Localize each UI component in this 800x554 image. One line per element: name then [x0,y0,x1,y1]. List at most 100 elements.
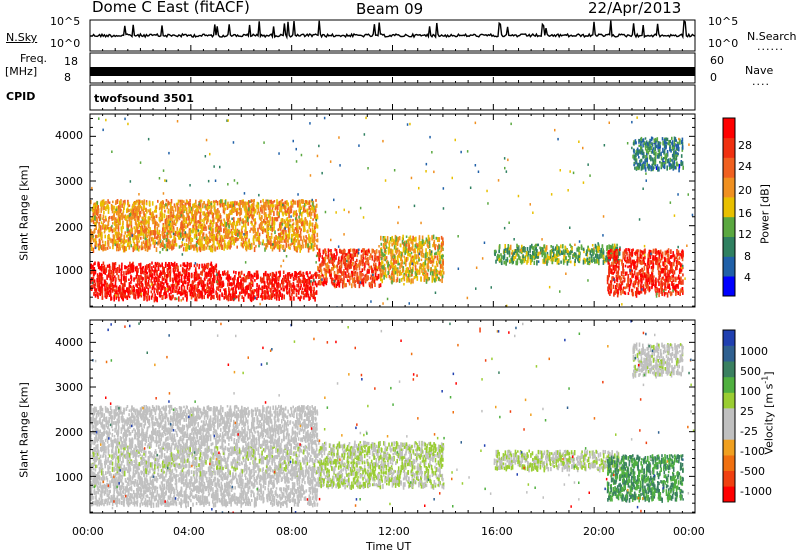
power-echo-cell [266,275,268,281]
power-echo-cell [119,288,121,293]
power-cbar-tick: 8 [744,250,751,263]
power-echo-cell [141,220,144,224]
power-echo-cell [194,279,196,283]
power-echo-cell [131,263,133,267]
power-echo-cell [194,212,196,216]
power-echo-cell [108,234,110,238]
power-echo-cell [224,295,226,299]
power-echo-cell [391,238,393,243]
power-echo-cell [532,250,534,256]
power-echo-cell [237,237,240,241]
power-echo-cell [247,272,249,277]
power-echo-cell [511,249,514,253]
power-echo-cell [189,235,191,239]
power-echo-cell [353,253,356,256]
power-echo-cell [125,272,128,276]
power-echo-cell [265,234,268,239]
power-echo-cell [253,201,255,206]
power-echo-cell [223,247,225,251]
power-echo-cell [176,274,178,280]
power-echo-cell [119,200,122,205]
power-echo-cell [316,247,319,250]
power-echo-cell [277,281,280,286]
power-echo-cell [113,220,116,226]
power-echo-cell [438,244,441,250]
power-echo-cell [192,292,194,297]
power-echo-cell [172,267,175,273]
power-echo-cell [105,218,107,222]
power-echo-cell [346,274,348,279]
power-echo-cell [225,221,228,228]
power-echo-cell [263,295,265,300]
power-echo-cell [247,221,249,226]
power-echo-cell [214,265,217,271]
power-echo-cell [424,257,427,262]
power-echo-cell [123,234,125,240]
power-echo-cell [210,235,213,239]
power-echo-cell [133,201,135,207]
power-echo-cell [435,266,437,270]
power-echo-cell [320,265,322,271]
power-echo-cell [266,278,269,284]
power-echo-cell [173,204,176,208]
power-echo-cell [393,244,396,250]
power-echo-cell [510,257,512,263]
power-echo-cell [343,275,345,281]
power-echo-cell [303,203,306,208]
power-echo-cell [344,271,347,276]
power-echo-cell [380,257,383,261]
power-echo-cell [604,258,607,262]
power-echo-cell [118,291,121,295]
power-echo-cell [335,248,338,254]
power-echo-cell [435,260,438,266]
power-echo-cell [219,288,222,293]
power-echo-cell [284,200,286,205]
power-echo-cell [306,280,309,284]
power-echo-cell [111,283,114,289]
power-echo-cell [97,263,99,267]
power-echo-cell [218,294,221,298]
power-echo-cell [147,218,150,224]
power-echo-cell [117,208,119,213]
power-echo-cell [139,292,141,297]
power-echo-cell [199,243,201,249]
power-echo-cell [354,273,356,277]
power-echo-cell [416,275,419,281]
power-echo-cell [193,227,196,231]
power-echo-cell [278,277,280,281]
power-echo-cell [176,285,178,290]
power-echo-cell [427,269,430,272]
power-echo-cell [519,256,521,261]
power-echo-cell [276,216,279,222]
power-echo-cell [399,255,401,259]
power-echo-cell [236,279,239,284]
power-echo-cell [274,217,276,221]
power-echo-cell [432,234,435,240]
power-echo-cell [119,219,121,225]
power-echo-cell [412,235,414,240]
power-echo-cell [333,253,335,258]
power-echo-cell [290,202,293,206]
power-echo-cell [284,247,286,252]
power-echo-cell [273,224,275,228]
power-echo-cell [133,286,135,293]
power-echo-cell [153,265,155,268]
power-echo-cell [137,215,139,221]
power-echo-cell [224,200,227,205]
power-echo-layer [90,116,694,307]
power-echo-cell [130,280,132,284]
power-echo-cell [205,246,208,250]
power-echo-cell [138,240,140,243]
power-echo-cell [428,277,430,281]
power-echo-cell [271,279,273,284]
power-echo-cell [427,278,429,282]
power-echo-cell [110,226,112,232]
power-echo-cell [258,284,260,290]
power-echo-cell [285,232,287,237]
power-echo-cell [202,232,205,236]
power-echo-cell [232,222,235,226]
power-echo-cell [344,266,347,270]
power-echo-cell [185,269,187,275]
power-echo-cell [138,233,140,238]
power-echo-cell [113,238,116,244]
